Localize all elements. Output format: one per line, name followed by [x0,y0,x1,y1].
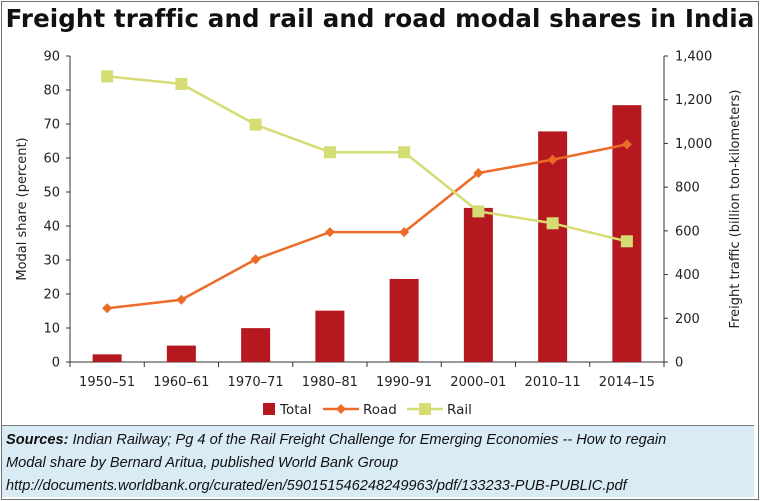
sources-text-1: Indian Railway; Pg 4 of the Rail Freight… [68,432,667,448]
left-tick-label: 40 [43,220,60,235]
right-tick-label: 600 [675,224,700,239]
chart-canvas: 0 10 20 30 40 50 60 70 80 90 0 200 400 600 800 1,000 1,… [15,50,743,419]
right-tick-label: 1,200 [675,93,712,108]
point-rail [323,146,336,159]
right-tick-label: 400 [675,268,700,283]
point-road [176,294,187,305]
legend-marker-rail [419,403,431,415]
right-tick-label: 1,400 [675,50,712,65]
point-road [250,254,261,265]
left-tick-label: 10 [43,322,60,337]
x-tick-label: 1970–71 [228,375,284,390]
point-rail [546,217,559,230]
line-road [106,143,628,310]
sources-lead: Sources: [6,432,69,448]
right-tick-label: 800 [675,181,700,196]
point-road [621,139,632,150]
sources-line-3[interactable]: http://documents.worldbank.org/curated/e… [6,478,627,494]
sources-line-1: Sources: Indian Railway; Pg 4 of the Rai… [6,429,754,452]
sources-box: Sources: Indian Railway; Pg 4 of the Rai… [2,425,754,497]
bar-total [389,278,419,362]
legend-marker-road [336,404,346,414]
legend-label-road: Road [363,402,397,418]
point-road [324,227,335,238]
point-road [399,227,410,238]
point-road [102,303,113,314]
bar-total [166,345,196,362]
legend-label-rail: Rail [447,402,472,418]
left-axis-ticks: 0 10 20 30 40 50 60 70 80 90 [43,50,70,371]
x-tick-label: 1980–81 [302,375,358,390]
line-rail [106,75,628,243]
left-tick-label: 60 [43,152,60,167]
chart-legend: Total Road Rail [263,402,472,418]
share-lines [106,75,628,310]
x-axis-ticks: 1950–51 1960–61 1970–71 1980–81 1990–91 2000–… [69,362,665,390]
left-tick-label: 80 [43,84,60,99]
point-road [547,154,558,165]
x-tick-label: 1950–51 [79,375,135,390]
point-rail [175,77,188,90]
bar-total [92,354,122,362]
chart-axes [69,56,665,363]
share-markers [101,70,633,314]
chart-title: Freight traffic and rail and road modal … [5,4,755,33]
bar-total [241,328,271,362]
x-tick-label: 1990–91 [376,375,432,390]
right-axis-label: Freight traffic (billion ton-kilometers) [728,90,743,329]
left-tick-label: 50 [43,186,60,201]
x-tick-label: 1960–61 [153,375,209,390]
left-tick-label: 90 [43,50,60,65]
point-rail [101,70,114,83]
point-rail [249,118,262,131]
total-bars [92,105,642,362]
bar-total [538,131,568,362]
right-tick-label: 200 [675,312,700,327]
right-axis-ticks: 0 200 400 600 800 1,000 1,200 1,400 [664,50,712,371]
point-rail [620,235,633,248]
left-tick-label: 70 [43,118,60,133]
legend-swatch-total [263,403,275,415]
legend-label-total: Total [279,402,312,418]
right-tick-label: 0 [675,356,683,371]
x-tick-label: 2010–11 [525,375,581,390]
left-tick-label: 30 [43,254,60,269]
point-rail [472,205,485,218]
left-tick-label: 20 [43,288,60,303]
point-road [473,167,484,178]
right-tick-label: 1,000 [675,137,712,152]
bar-total [315,310,345,362]
x-tick-label: 2000–01 [450,375,506,390]
sources-line-2: Modal share by Bernard Aritua, published… [6,455,399,471]
left-tick-label: 0 [52,356,60,371]
left-axis-label: Modal share (percent) [15,137,30,280]
point-rail [398,146,411,159]
x-tick-label: 2014–15 [599,375,655,390]
bar-total [463,207,493,362]
